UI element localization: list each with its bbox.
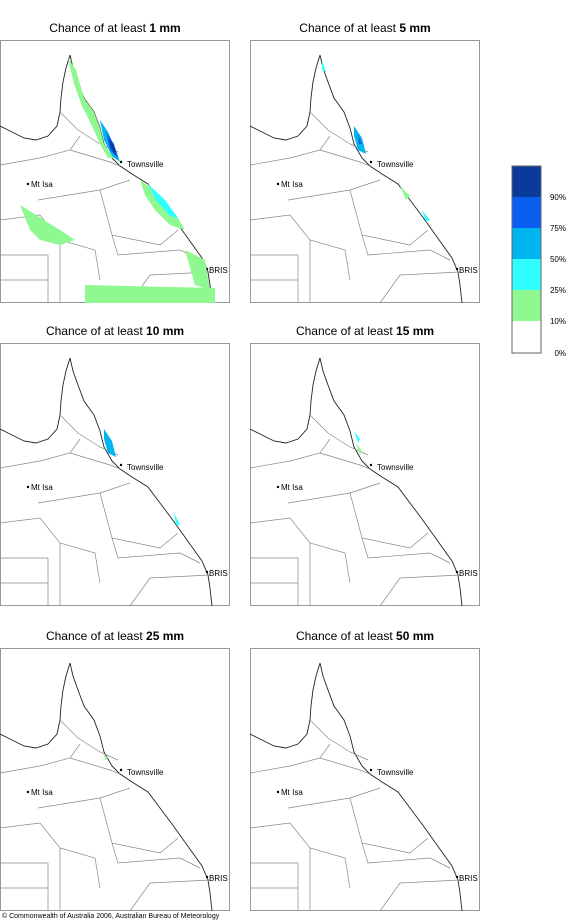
legend-label: 0% (554, 349, 566, 358)
place-label: Townsville (127, 160, 164, 169)
place-label: BRIS (459, 874, 478, 883)
place-label: Townsville (127, 768, 164, 777)
legend-swatch (512, 290, 541, 321)
place-label: Mt Isa (281, 788, 303, 797)
place-label: Mt Isa (31, 788, 53, 797)
panel-title: Chance of at least 25 mm (46, 629, 184, 643)
legend-frame (511, 165, 542, 354)
place-label: Townsville (377, 768, 414, 777)
place-label: Townsville (377, 463, 414, 472)
title-prefix: Chance of at least (296, 324, 396, 338)
map-panel: Townsville Mt Isa BRIS (0, 343, 230, 607)
place-label: Mt Isa (281, 483, 303, 492)
legend-swatch (512, 197, 541, 228)
legend: 90% 75% 50% 25% 10% 0% (511, 165, 566, 358)
place-label: Mt Isa (31, 483, 53, 492)
copyright: © Commonwealth of Australia 2006, Austra… (2, 912, 220, 920)
place-label: BRIS (459, 266, 478, 275)
legend-swatch (512, 228, 541, 259)
place-label: BRIS (209, 874, 228, 883)
place-label: BRIS (459, 569, 478, 578)
title-amount: 1 mm (149, 21, 180, 35)
map-panel: Townsville Mt Isa BRIS (249, 343, 480, 607)
legend-swatch (512, 321, 541, 353)
place-label: Townsville (377, 160, 414, 169)
map-panel: Townsville Mt Isa BRIS (249, 648, 480, 912)
map-panel: Townsville Mt Isa BRIS (0, 648, 230, 912)
legend-label: 10% (550, 317, 566, 326)
panel-title: Chance of at least 10 mm (46, 324, 184, 338)
place-label: Mt Isa (281, 180, 303, 189)
title-prefix: Chance of at least (296, 629, 396, 643)
title-amount: 15 mm (396, 324, 434, 338)
panel-title: Chance of at least 15 mm (296, 324, 434, 338)
legend-label: 75% (550, 224, 566, 233)
legend-swatch (512, 259, 541, 290)
title-amount: 10 mm (146, 324, 184, 338)
panel-title: Chance of at least 5 mm (299, 21, 430, 35)
title-prefix: Chance of at least (49, 21, 149, 35)
panel-title: Chance of at least 1 mm (49, 21, 180, 35)
title-amount: 5 mm (399, 21, 430, 35)
place-label: Mt Isa (31, 180, 53, 189)
legend-label: 50% (550, 255, 566, 264)
title-amount: 50 mm (396, 629, 434, 643)
legend-label: 25% (550, 286, 566, 295)
panel-title: Chance of at least 50 mm (296, 629, 434, 643)
title-prefix: Chance of at least (46, 324, 146, 338)
title-prefix: Chance of at least (46, 629, 146, 643)
legend-swatch (512, 166, 541, 197)
place-label: Townsville (127, 463, 164, 472)
title-amount: 25 mm (146, 629, 184, 643)
place-label: BRIS (209, 569, 228, 578)
place-label: BRIS (209, 266, 228, 275)
map-panel: Townsville Mt Isa BRIS (249, 40, 480, 304)
title-prefix: Chance of at least (299, 21, 399, 35)
map-panel: Townsville Mt Isa BRIS (0, 40, 230, 304)
legend-label: 90% (550, 193, 566, 202)
